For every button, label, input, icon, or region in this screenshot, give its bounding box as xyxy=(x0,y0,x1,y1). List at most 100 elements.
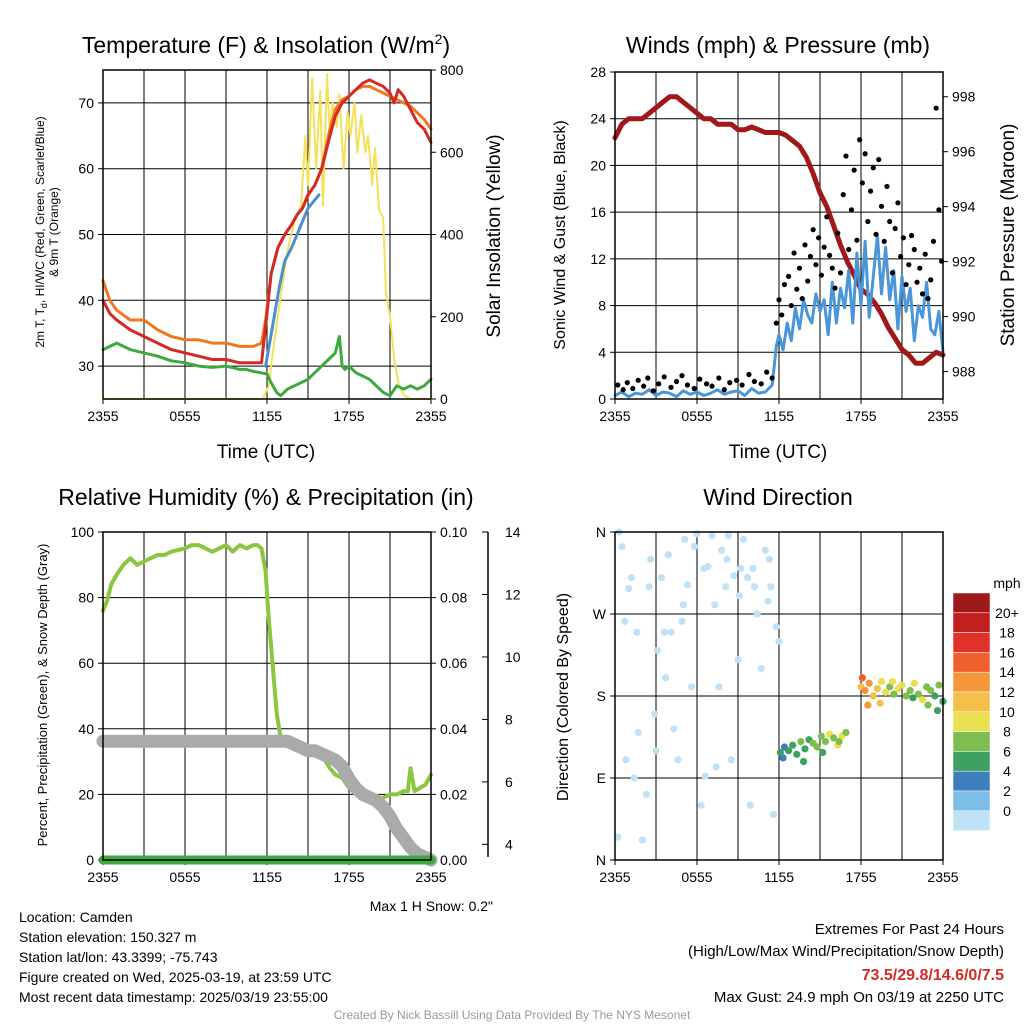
humidity-panel: Relative Humidity (%) & Precipitation (i… xyxy=(35,484,521,914)
direction-point xyxy=(679,601,687,609)
direction-point xyxy=(789,741,797,749)
gust-point xyxy=(630,385,636,392)
direction-point xyxy=(775,637,783,645)
direction-point xyxy=(670,725,678,733)
direction-point xyxy=(730,572,738,580)
gust-point xyxy=(846,246,852,253)
gust-point xyxy=(813,262,819,268)
gust-point xyxy=(788,302,794,309)
series-line-temp2m xyxy=(101,78,433,365)
extremes-subtitle: (High/Low/Max Wind/Precipitation/Snow De… xyxy=(688,943,1004,960)
direction-point xyxy=(909,694,917,702)
gust-point xyxy=(933,105,939,111)
elevation-text: Station elevation: 150.327 m xyxy=(19,929,196,945)
y2-tick-label: 994 xyxy=(952,199,976,215)
direction-point xyxy=(620,617,629,625)
gust-point xyxy=(903,281,909,288)
y-tick-label: 30 xyxy=(78,358,94,374)
direction-point xyxy=(743,573,752,582)
gust-point xyxy=(816,235,822,241)
temperature-title: Temperature (F) & Insolation (W/m2) xyxy=(82,31,450,58)
svg-text:2m T, Td, HI/WC (Red, Green, S: 2m T, Td, HI/WC (Red, Green, Scarlet/Blu… xyxy=(33,116,49,347)
gust-point xyxy=(914,279,920,285)
y2-tick-label: 600 xyxy=(440,144,464,160)
gust-point xyxy=(936,207,942,213)
direction-point xyxy=(869,692,877,700)
y2-tick-label: 996 xyxy=(952,144,976,160)
latlon-text: Station lat/lon: 43.3399; -75.743 xyxy=(19,949,218,965)
gust-point xyxy=(624,380,630,386)
gust-point xyxy=(615,382,621,388)
direction-point xyxy=(910,679,918,687)
gust-point xyxy=(854,237,860,243)
gust-point xyxy=(873,231,879,237)
gust-point xyxy=(703,381,710,387)
direction-point xyxy=(634,728,642,737)
y-tick-label: N xyxy=(596,524,606,540)
x-tick-label: 1755 xyxy=(333,869,364,885)
x-tick-label: 0555 xyxy=(681,869,712,885)
direction-point xyxy=(764,597,772,605)
gust-point xyxy=(881,238,887,244)
gust-point xyxy=(911,246,917,253)
direction-point xyxy=(625,584,633,593)
gust-point xyxy=(751,378,758,385)
gust-point xyxy=(791,250,797,256)
gust-point xyxy=(922,251,928,257)
direction-point xyxy=(931,692,939,700)
direction-point xyxy=(712,763,720,771)
gust-point xyxy=(679,373,685,379)
gust-point xyxy=(917,265,923,271)
y-tick-label: 0 xyxy=(598,391,606,407)
y2-tick-label: 0.06 xyxy=(440,655,467,671)
temperature-xlabel: Time (UTC) xyxy=(217,442,316,463)
created-text: Figure created on Wed, 2025-03-19, at 23… xyxy=(19,969,332,985)
direction-point xyxy=(683,581,692,589)
gust-point xyxy=(829,265,835,271)
x-tick-label: 1755 xyxy=(845,408,876,424)
y-tick-label: 40 xyxy=(78,292,94,308)
legend-swatch xyxy=(952,632,991,653)
plot-frame xyxy=(614,71,944,400)
direction-point xyxy=(797,737,805,746)
direction-point xyxy=(865,679,873,687)
winds-title: Winds (mph) & Pressure (mb) xyxy=(626,32,930,58)
legend-swatch xyxy=(952,711,991,732)
x-tick-label: 1755 xyxy=(333,408,364,424)
direction-point xyxy=(819,748,827,757)
winds-xlabel: Time (UTC) xyxy=(729,442,828,463)
gust-point xyxy=(721,387,727,393)
location-text: Location: Camden xyxy=(19,909,133,925)
svg-text:& 9m T (Orange): & 9m T (Orange) xyxy=(47,187,61,277)
x-tick-label: 1155 xyxy=(764,408,794,424)
y3-tick-label: 4 xyxy=(505,836,513,852)
y2-tick-label: 200 xyxy=(440,309,464,325)
legend-swatch xyxy=(952,612,991,633)
direction-point xyxy=(651,710,659,718)
gust-point xyxy=(857,137,863,143)
gust-point xyxy=(746,371,752,378)
gust-point xyxy=(862,151,868,157)
humidity-ylabel: Percent, Precipitation (Green), & Snow D… xyxy=(35,544,50,847)
direction-point xyxy=(734,655,742,664)
x-tick-label: 2355 xyxy=(927,408,958,424)
direction-point xyxy=(715,683,723,691)
direction-point xyxy=(727,756,735,764)
gust-point xyxy=(919,291,926,297)
y2-tick-label: 0.08 xyxy=(440,590,467,606)
direction-point xyxy=(642,790,651,799)
gust-point xyxy=(802,242,808,248)
legend-label: 14 xyxy=(999,664,1015,680)
x-tick-label: 0555 xyxy=(169,408,200,424)
plot-frame xyxy=(102,531,432,861)
direction-point xyxy=(735,592,743,600)
gust-point xyxy=(887,218,893,225)
gust-point xyxy=(895,200,901,206)
y-tick-label: 28 xyxy=(590,64,606,80)
snow-max-note: Max 1 H Snow: 0.2" xyxy=(370,898,493,914)
gust-point xyxy=(716,375,722,381)
gust-point xyxy=(691,385,697,392)
gust-point xyxy=(870,165,876,171)
y-tick-label: 20 xyxy=(590,157,606,173)
direction-point xyxy=(697,801,705,809)
